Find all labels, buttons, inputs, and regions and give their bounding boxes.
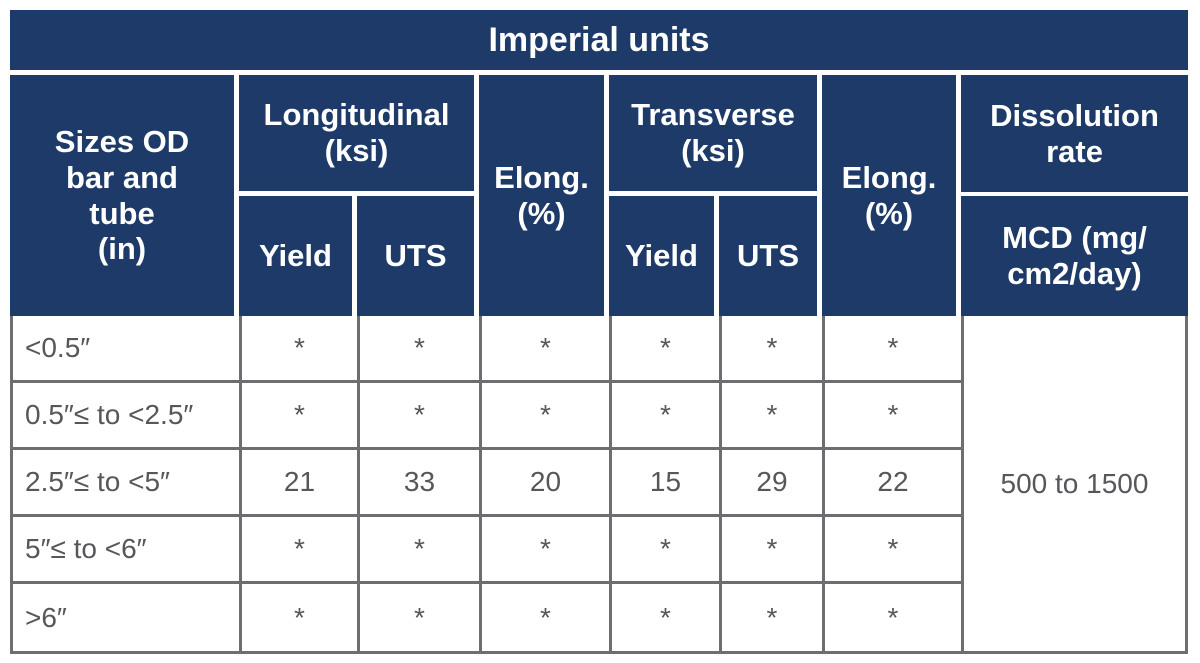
row-size-label: 0.5″≤ to <2.5″: [13, 383, 242, 450]
value-cell: *: [612, 316, 722, 383]
header-elong-longitudinal: Elong. (%): [479, 75, 609, 316]
value-cell: *: [482, 517, 612, 584]
title-separator: [10, 70, 1188, 75]
value-cell: *: [482, 316, 612, 383]
header-transverse: Transverse (ksi): [609, 75, 822, 196]
value-cell: 29: [722, 450, 825, 517]
header-elong-transverse: Elong. (%): [822, 75, 961, 316]
value-cell: *: [722, 316, 825, 383]
value-cell: 15: [612, 450, 722, 517]
value-cell: *: [242, 584, 360, 651]
value-cell: 20: [482, 450, 612, 517]
value-cell: *: [360, 383, 482, 450]
value-cell: *: [612, 383, 722, 450]
value-cell: *: [242, 316, 360, 383]
header-yield-longitudinal: Yield: [239, 196, 357, 316]
value-cell: *: [482, 584, 612, 651]
value-cell: 33: [360, 450, 482, 517]
table-title-bar: Imperial units: [10, 10, 1188, 70]
value-cell: 21: [242, 450, 360, 517]
value-cell: *: [360, 584, 482, 651]
header-sizes: Sizes OD bar and tube (in): [10, 75, 239, 316]
value-cell: *: [360, 316, 482, 383]
value-cell: *: [825, 383, 964, 450]
value-cell: *: [825, 584, 964, 651]
header-uts-transverse: UTS: [719, 196, 822, 316]
table-header: Sizes OD bar and tube (in) Longitudinal …: [10, 75, 1188, 316]
row-size-label: 5″≤ to <6″: [13, 517, 242, 584]
value-cell: *: [612, 584, 722, 651]
value-cell: *: [482, 383, 612, 450]
header-longitudinal: Longitudinal (ksi): [239, 75, 479, 196]
value-cell: *: [722, 584, 825, 651]
dissolution-value-cell: 500 to 1500: [1000, 467, 1149, 499]
value-cell: *: [825, 517, 964, 584]
header-mcd: MCD (mg/ cm2/day): [1002, 220, 1147, 291]
value-cell: *: [825, 316, 964, 383]
header-yield-transverse: Yield: [609, 196, 719, 316]
value-cell: *: [242, 517, 360, 584]
header-uts-longitudinal: UTS: [357, 196, 479, 316]
row-size-label: 2.5″≤ to <5″: [13, 450, 242, 517]
value-cell: *: [722, 517, 825, 584]
imperial-units-table: Imperial units Sizes OD bar and tube (in…: [10, 10, 1188, 654]
value-cell: 22: [825, 450, 964, 517]
row-size-label: >6″: [13, 584, 242, 651]
value-cell: *: [722, 383, 825, 450]
table-title: Imperial units: [488, 20, 710, 59]
table-body: <0.5″ * * * * * * 0.5″≤ to <2.5″ * * * *…: [10, 316, 1188, 654]
value-cell: *: [360, 517, 482, 584]
header-dissolution-rate: Dissolution rate: [961, 75, 1188, 196]
row-size-label: <0.5″: [13, 316, 242, 383]
value-cell: *: [612, 517, 722, 584]
value-cell: *: [242, 383, 360, 450]
